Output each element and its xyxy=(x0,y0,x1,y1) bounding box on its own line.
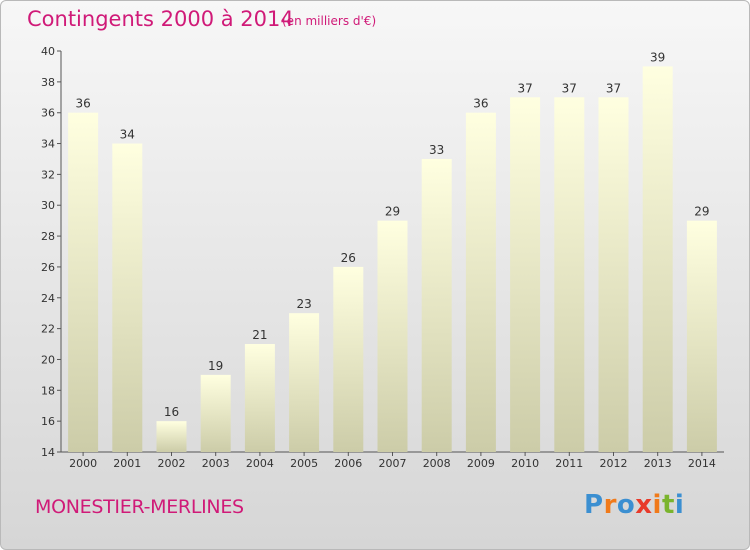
bar-2001 xyxy=(112,143,143,453)
chart-subtitle: (en milliers d'€) xyxy=(282,14,377,28)
bar-2014 xyxy=(686,220,717,452)
bar-2012 xyxy=(598,97,629,453)
data-label-2008: 33 xyxy=(429,143,444,157)
bar-2006 xyxy=(333,266,364,452)
x-tick-label: 2005 xyxy=(290,457,318,470)
y-tick-label: 24 xyxy=(41,292,55,305)
data-label-2006: 26 xyxy=(341,251,356,265)
y-tick-label: 18 xyxy=(41,384,55,397)
y-tick-label: 22 xyxy=(41,323,55,336)
logo-letter: x xyxy=(635,490,653,520)
y-tick-label: 34 xyxy=(41,138,55,151)
bar-2000 xyxy=(68,112,99,452)
commune-name: MONESTIER-MERLINES xyxy=(35,496,244,518)
logo-letter: i xyxy=(674,490,685,520)
data-label-2002: 16 xyxy=(164,405,179,419)
proxiti-logo: Proxiti xyxy=(584,490,684,520)
chart-data-labels: 36 34 16 19 21 23 26 29 33 36 37 37 37 39 29 xyxy=(75,50,709,419)
data-label-2003: 19 xyxy=(208,359,223,373)
x-tick-label: 2009 xyxy=(467,457,495,470)
data-label-2011: 37 xyxy=(562,81,577,95)
bar-2013 xyxy=(642,66,673,452)
logo-letter: o xyxy=(616,490,636,520)
chart-title: Contingents 2000 à 2014 xyxy=(27,7,294,31)
bar-2002 xyxy=(156,421,187,452)
bar-2007 xyxy=(377,220,408,452)
logo-letter: i xyxy=(652,490,662,520)
data-label-2007: 29 xyxy=(385,205,400,219)
y-tick-label: 30 xyxy=(41,199,55,212)
data-label-2010: 37 xyxy=(517,81,532,95)
y-tick-label: 28 xyxy=(41,230,55,243)
x-tick-label: 2012 xyxy=(600,457,628,470)
data-label-2013: 39 xyxy=(650,50,665,64)
data-label-2014: 29 xyxy=(694,205,709,219)
x-tick-label: 2010 xyxy=(511,457,539,470)
chart-bars xyxy=(68,66,717,453)
x-tick-label: 2007 xyxy=(379,457,407,470)
x-tick-label: 2011 xyxy=(555,457,583,470)
bar-2010 xyxy=(510,97,541,453)
bar-2004 xyxy=(244,344,275,452)
bar-2005 xyxy=(289,313,320,452)
x-tick-label: 2002 xyxy=(158,457,186,470)
x-tick-label: 2001 xyxy=(113,457,141,470)
y-tick-label: 20 xyxy=(41,353,55,366)
x-tick-label: 2013 xyxy=(644,457,672,470)
y-tick-label: 40 xyxy=(41,45,55,58)
logo-letter: t xyxy=(661,490,675,520)
x-tick-label: 2003 xyxy=(202,457,230,470)
y-tick-label: 14 xyxy=(41,446,55,459)
x-tick-label: 2000 xyxy=(69,457,97,470)
bar-2011 xyxy=(554,97,585,453)
logo-letter: r xyxy=(603,490,617,520)
x-tick-label: 2014 xyxy=(688,457,716,470)
x-tick-label: 2006 xyxy=(334,457,362,470)
y-tick-label: 26 xyxy=(41,261,55,274)
y-tick-label: 36 xyxy=(41,107,55,120)
data-label-2012: 37 xyxy=(606,81,621,95)
data-label-2009: 36 xyxy=(473,97,488,111)
data-label-2004: 21 xyxy=(252,328,267,342)
x-tick-label: 2004 xyxy=(246,457,274,470)
data-label-2001: 34 xyxy=(120,128,135,142)
bar-2008 xyxy=(421,158,452,452)
y-tick-label: 16 xyxy=(41,415,55,428)
bar-2009 xyxy=(465,112,496,452)
bar-2003 xyxy=(200,374,231,452)
y-tick-label: 32 xyxy=(41,168,55,181)
data-label-2005: 23 xyxy=(296,297,311,311)
data-label-2000: 36 xyxy=(75,97,90,111)
logo-letter: P xyxy=(584,490,604,520)
chart-axes: 14 16 18 20 22 24 26 28 30 32 34 36 38 40 2000 2001 2002… xyxy=(41,45,724,470)
y-tick-label: 38 xyxy=(41,76,55,89)
x-tick-label: 2008 xyxy=(423,457,451,470)
